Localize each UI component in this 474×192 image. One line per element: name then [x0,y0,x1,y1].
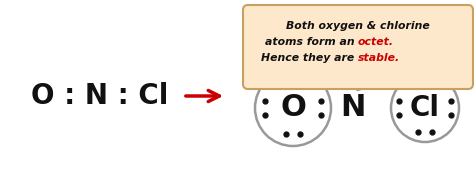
Text: O: O [280,94,306,122]
Text: stable.: stable. [358,53,400,63]
Text: O : N : Cl: O : N : Cl [31,82,169,110]
Text: Cl: Cl [410,94,440,122]
Text: atoms form an: atoms form an [264,37,358,47]
Text: N: N [340,94,365,122]
Text: octet.: octet. [358,37,394,47]
FancyBboxPatch shape [243,5,473,89]
Text: Hence they are: Hence they are [261,53,358,63]
Text: Both oxygen & chlorine: Both oxygen & chlorine [286,21,430,31]
